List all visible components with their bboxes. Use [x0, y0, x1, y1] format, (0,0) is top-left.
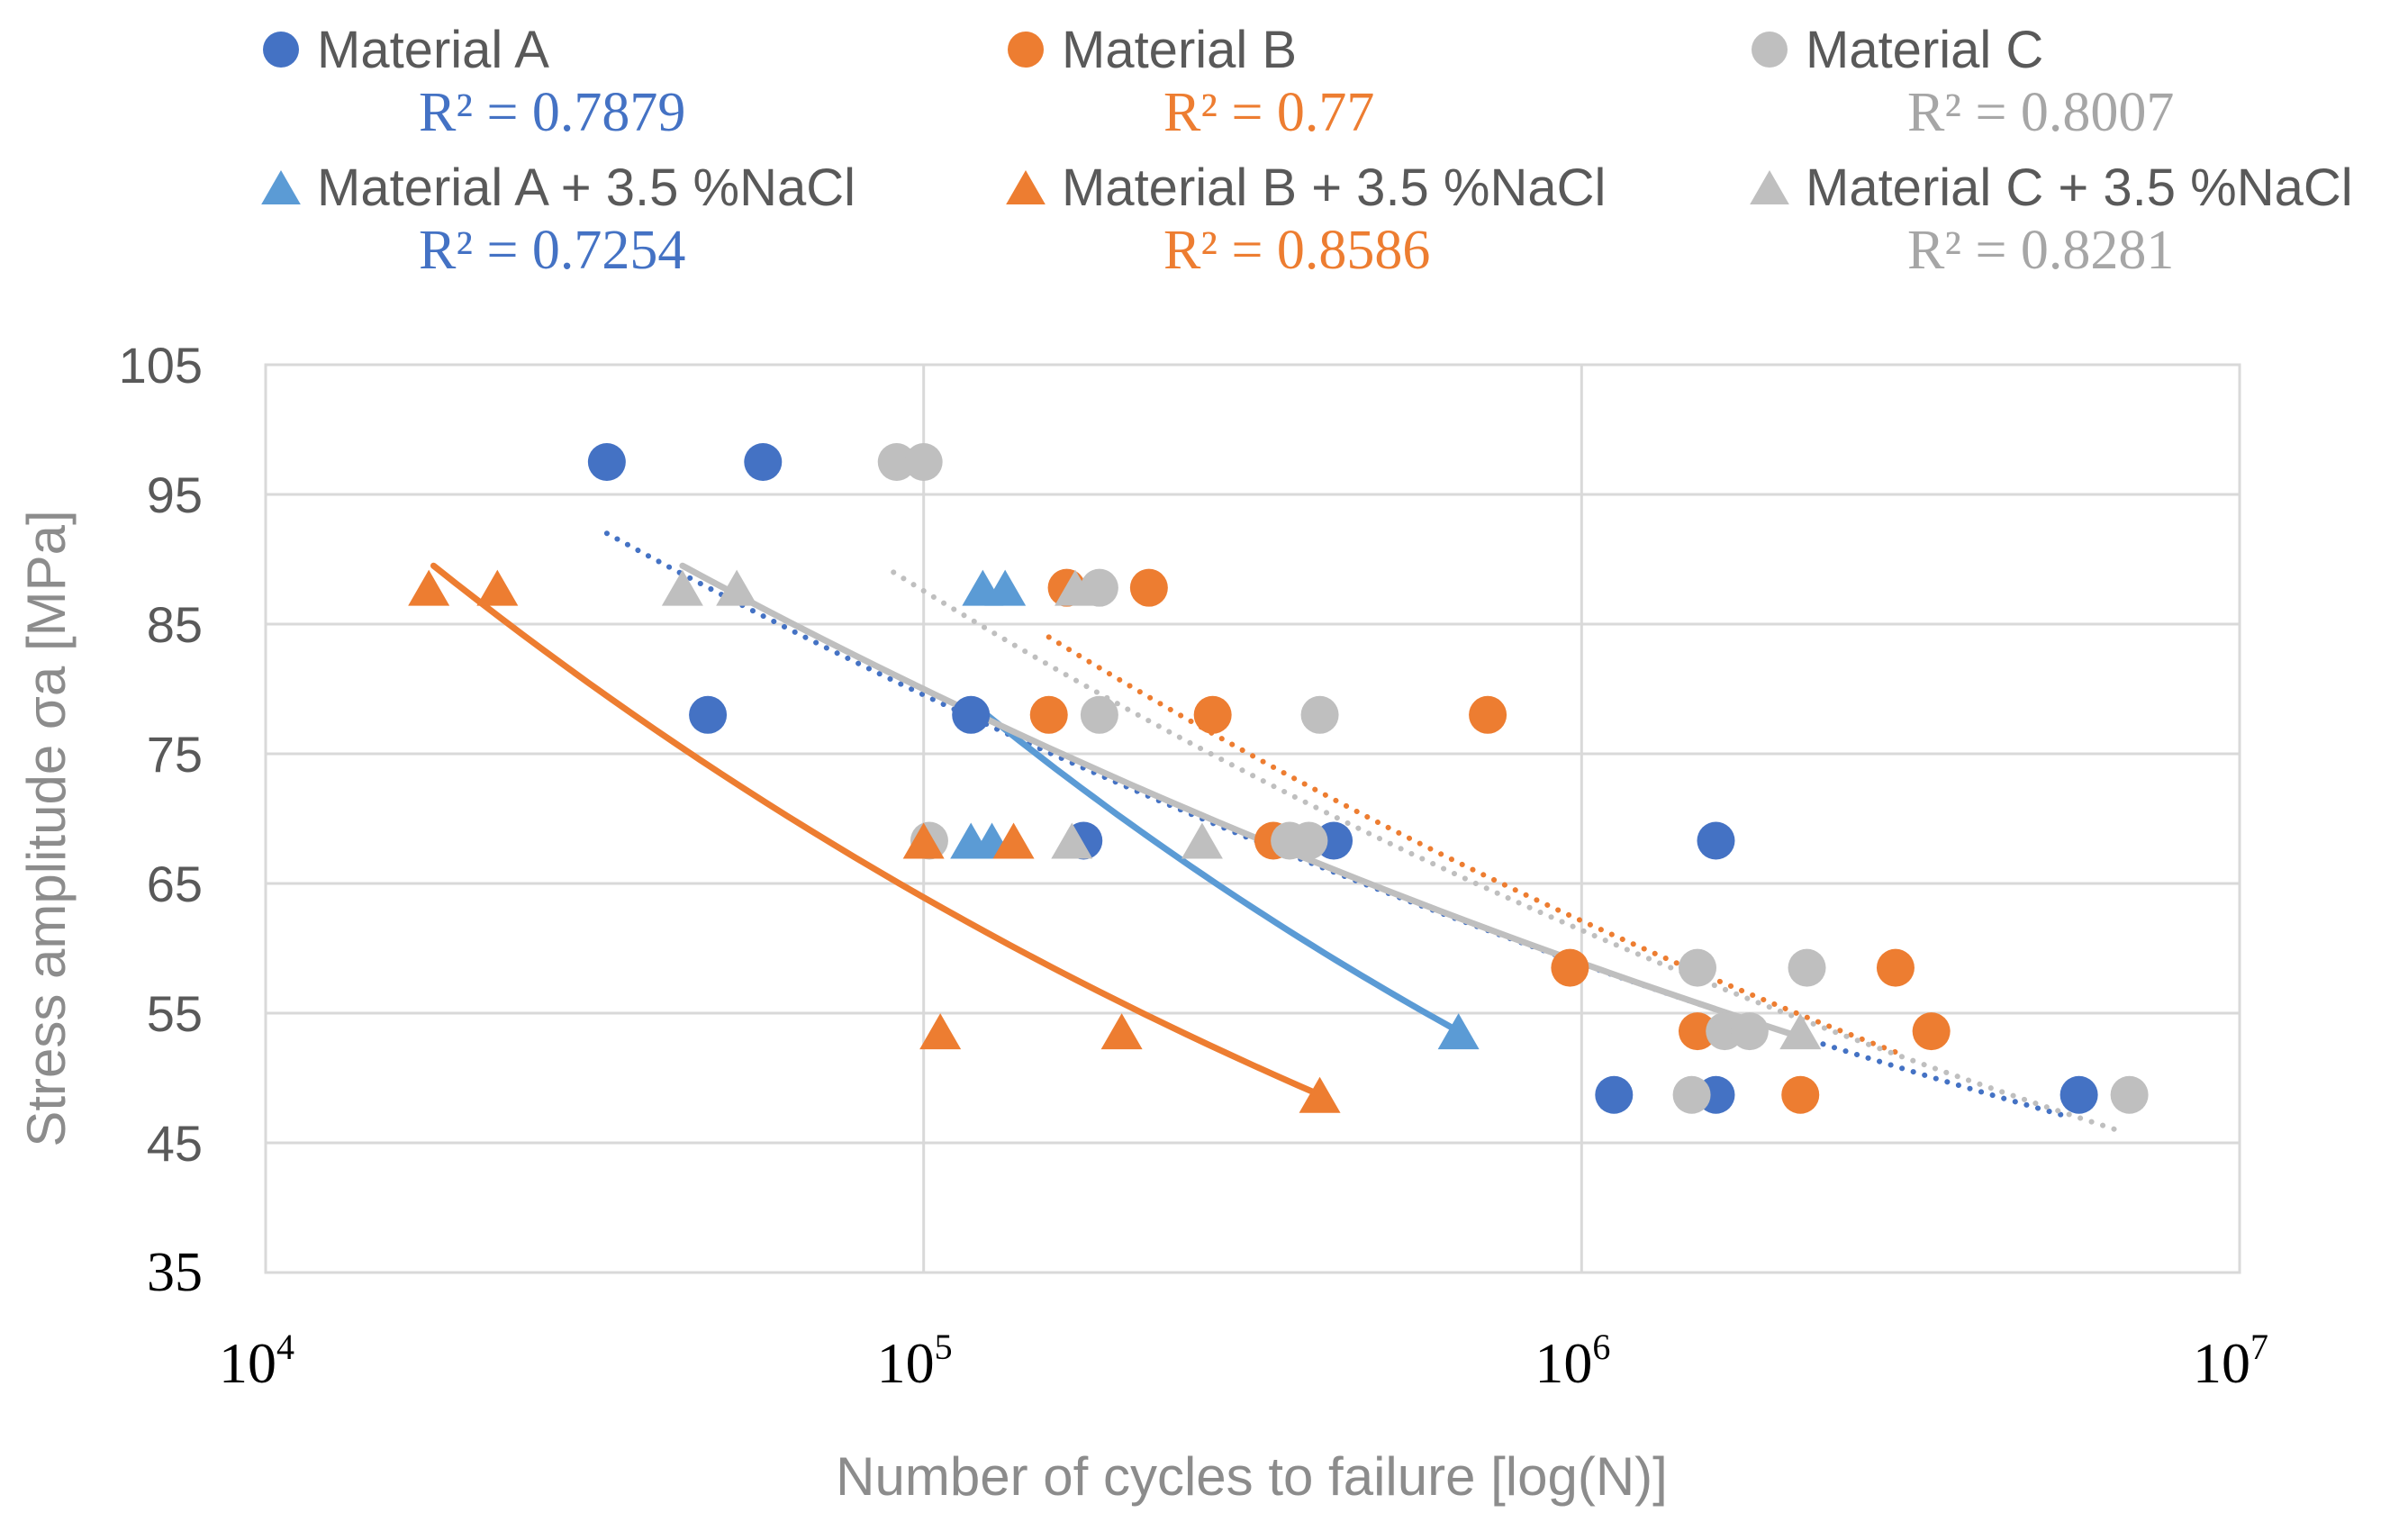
trendline-material-b: [1046, 634, 1898, 1055]
legend-r2-material-b: R² = 0.77: [1163, 82, 1374, 143]
y-tick-label: 105: [119, 337, 203, 394]
legend-label-material-c: Material C: [1806, 21, 2043, 79]
y-axis-label: Stress amplitude σa [MPa]: [16, 510, 77, 1146]
point-material-c: [1300, 695, 1339, 734]
point-material-a: [1697, 821, 1735, 860]
y-tick-label: 35: [147, 1242, 203, 1303]
x-tick-label: 106: [1534, 1327, 1610, 1395]
point-material-a: [689, 695, 728, 734]
point-material-c: [1080, 695, 1118, 734]
trendline-material-a-3-5-nacl: [967, 698, 1462, 1035]
trendline-material-c: [891, 569, 2120, 1133]
point-material-b: [1129, 568, 1168, 607]
point-material-c-3-5-nacl: [661, 569, 703, 606]
point-material-c: [1672, 1075, 1711, 1114]
point-material-a-3-5-nacl: [984, 569, 1027, 606]
point-material-b-3-5-nacl: [919, 1013, 962, 1050]
trendline-material-b-3-5-nacl: [430, 562, 1324, 1099]
point-material-c: [877, 443, 916, 481]
point-material-a: [2059, 1075, 2098, 1114]
legend-label-material-a-3-5-nacl: Material A + 3.5 %NaCl: [317, 159, 855, 217]
point-material-a: [744, 443, 783, 481]
legend-label-material-b: Material B: [1062, 21, 1297, 79]
point-material-c-3-5-nacl: [1779, 1013, 1822, 1050]
point-material-a: [952, 695, 991, 734]
x-tick-label: 107: [2193, 1327, 2268, 1395]
point-material-b: [1469, 695, 1507, 734]
y-tick-label: 95: [147, 467, 203, 523]
point-material-c: [1730, 1012, 1769, 1051]
x-axis-label: Number of cycles to failure [log(N)]: [836, 1446, 1668, 1507]
legend-label-material-c-3-5-nacl: Material C + 3.5 %NaCl: [1806, 159, 2353, 217]
legend-marker-material-b-3-5-nacl: [1006, 170, 1046, 204]
point-material-c-3-5-nacl: [1181, 822, 1223, 859]
point-material-b-3-5-nacl: [1100, 1013, 1143, 1050]
x-axis-ticks: 104 105 106 107: [219, 1327, 2268, 1395]
point-material-c: [1290, 821, 1328, 860]
point-material-b: [1678, 1012, 1716, 1051]
legend-label-material-a: Material A: [317, 21, 549, 79]
point-material-c-3-5-nacl: [1051, 822, 1093, 859]
legend-r2-material-c: R² = 0.8007: [1907, 82, 2174, 143]
plot-frame: [264, 363, 2241, 1274]
trendline-material-a: [603, 530, 2072, 1120]
y-tick-label: 45: [147, 1115, 203, 1172]
legend-marker-material-a-3-5-nacl: [261, 170, 301, 204]
point-material-b-3-5-nacl: [408, 569, 450, 606]
legend-r2-material-b-3-5-nacl: R² = 0.8586: [1163, 220, 1430, 281]
gridlines: [264, 363, 2241, 1274]
legend: Material AR² = 0.7879 Material BR² = 0.77…: [261, 21, 2353, 281]
point-material-b: [1193, 695, 1232, 734]
y-tick-label: 65: [147, 856, 203, 912]
point-material-c: [1788, 948, 1826, 987]
point-material-b: [1781, 1075, 1820, 1114]
point-material-b: [1551, 948, 1589, 987]
point-material-a-3-5-nacl: [1437, 1013, 1480, 1050]
legend-marker-material-a: [263, 32, 299, 68]
x-tick-label: 104: [219, 1327, 294, 1395]
point-material-c-3-5-nacl: [716, 569, 758, 606]
legend-marker-material-c-3-5-nacl: [1750, 170, 1789, 204]
point-material-b: [1029, 695, 1068, 734]
legend-r2-material-a: R² = 0.7879: [419, 82, 685, 143]
point-material-c-3-5-nacl: [1055, 569, 1097, 606]
y-tick-label: 85: [147, 596, 203, 653]
point-material-c: [2110, 1075, 2149, 1114]
legend-marker-material-c: [1752, 32, 1788, 68]
point-material-c: [904, 443, 943, 481]
point-material-b-3-5-nacl: [992, 822, 1035, 859]
legend-label-material-b-3-5-nacl: Material B + 3.5 %NaCl: [1062, 159, 1606, 217]
x-tick-label: 105: [877, 1327, 953, 1395]
point-material-c: [1678, 948, 1716, 987]
point-material-b-3-5-nacl: [902, 822, 945, 859]
legend-r2-material-a-3-5-nacl: R² = 0.7254: [419, 220, 685, 281]
y-tick-label: 55: [147, 985, 203, 1042]
point-material-b: [1912, 1012, 1951, 1051]
point-material-a: [1595, 1075, 1634, 1114]
trendlines: [430, 530, 2120, 1133]
legend-r2-material-c-3-5-nacl: R² = 0.8281: [1907, 220, 2174, 281]
point-material-b-3-5-nacl: [1299, 1076, 1341, 1113]
y-tick-label: 75: [147, 726, 203, 783]
point-material-b: [1876, 948, 1915, 987]
trendline-material-c-3-5-nacl: [679, 562, 1810, 1043]
y-axis-ticks: 35 45 55 65 75 85 95 105: [119, 337, 203, 1303]
data-points: [408, 443, 2149, 1114]
point-material-a: [587, 443, 626, 481]
legend-marker-material-b: [1008, 32, 1044, 68]
point-material-b-3-5-nacl: [476, 569, 519, 606]
